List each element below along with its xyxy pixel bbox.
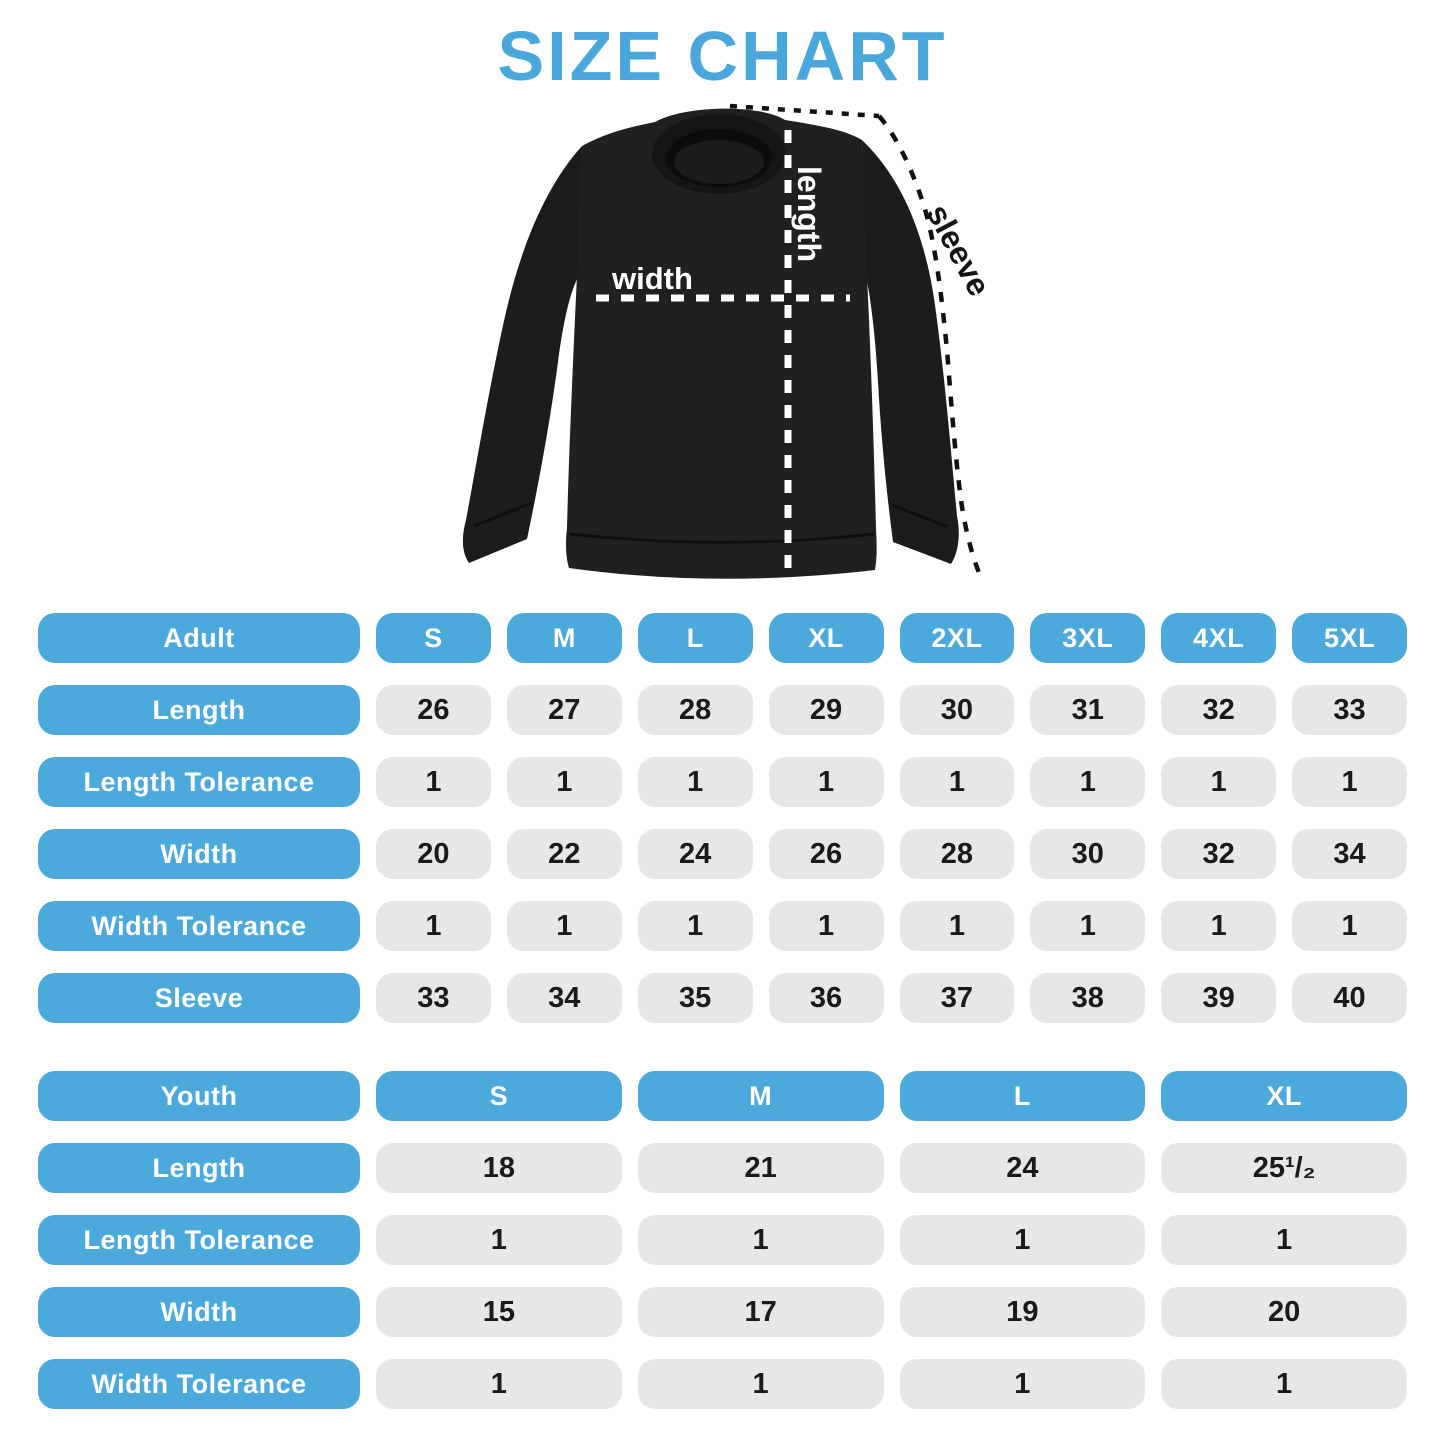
size-pill: M xyxy=(637,1071,884,1121)
value-pill: 17 xyxy=(637,1287,884,1337)
value-pill: 26 xyxy=(768,829,884,879)
value-pill: 1 xyxy=(1161,1215,1407,1265)
value-pill: 20 xyxy=(1161,1287,1407,1337)
value-pill: 1 xyxy=(1161,901,1277,951)
row-label-pill: Width xyxy=(38,1287,360,1337)
page-title: SIZE CHART xyxy=(497,17,948,95)
size-pill: 4XL xyxy=(1161,613,1277,663)
size-pill: 5XL xyxy=(1292,613,1407,663)
value-pill: 1 xyxy=(1030,757,1146,807)
value-pill: 20 xyxy=(376,829,491,879)
size-pill: M xyxy=(506,613,622,663)
value-pill: 36 xyxy=(768,973,884,1023)
youth-size-table: Youth S M L XL Length 18 21 24 25¹/₂ Len… xyxy=(38,1071,1407,1409)
right-cuff-seam xyxy=(891,503,949,529)
value-pill: 1 xyxy=(376,1215,622,1265)
row-label-pill: Sleeve xyxy=(38,973,360,1023)
value-pill: 15 xyxy=(376,1287,622,1337)
size-pill: 3XL xyxy=(1030,613,1146,663)
row-label-pill: Length xyxy=(38,685,360,735)
left-cuff-seam xyxy=(473,501,532,528)
value-pill: 24 xyxy=(899,1143,1146,1193)
value-pill: 1 xyxy=(506,757,622,807)
value-pill: 1 xyxy=(1030,901,1146,951)
size-pill: L xyxy=(899,1071,1146,1121)
row-label-pill: Length Tolerance xyxy=(38,757,360,807)
value-pill: 27 xyxy=(506,685,622,735)
hem-seam xyxy=(568,532,875,544)
value-pill: 33 xyxy=(1292,685,1407,735)
adult-table-title: Adult xyxy=(38,613,360,663)
size-tables: Adult S M L XL 2XL 3XL 4XL 5XL Length 26… xyxy=(38,613,1407,1409)
size-pill: XL xyxy=(1161,1071,1407,1121)
value-pill: 29 xyxy=(768,685,884,735)
value-pill: 21 xyxy=(637,1143,884,1193)
row-label-pill: Length xyxy=(38,1143,360,1193)
value-pill: 1 xyxy=(1292,901,1407,951)
row-label-pill: Width Tolerance xyxy=(38,901,360,951)
value-pill: 38 xyxy=(1030,973,1146,1023)
value-pill: 1 xyxy=(376,757,491,807)
size-pill: S xyxy=(376,1071,622,1121)
sweatshirt-right-sleeve xyxy=(862,140,959,564)
value-pill: 28 xyxy=(637,685,753,735)
value-pill: 1 xyxy=(637,1215,884,1265)
value-pill: 30 xyxy=(1030,829,1146,879)
value-pill: 1 xyxy=(376,901,491,951)
value-pill: 1 xyxy=(637,1359,884,1409)
value-pill: 39 xyxy=(1161,973,1277,1023)
value-pill: 1 xyxy=(1161,757,1277,807)
sweatshirt-left-sleeve xyxy=(462,146,582,563)
value-pill: 22 xyxy=(506,829,622,879)
row-label-pill: Width Tolerance xyxy=(38,1359,360,1409)
row-label-pill: Width xyxy=(38,829,360,879)
sweatshirt-measurement-diagram: width length sleeve xyxy=(430,90,1050,600)
value-pill: 24 xyxy=(637,829,753,879)
value-pill: 37 xyxy=(899,973,1015,1023)
size-pill: S xyxy=(376,613,491,663)
value-pill: 1 xyxy=(768,901,884,951)
value-pill: 31 xyxy=(1030,685,1146,735)
value-pill: 1 xyxy=(899,757,1015,807)
value-pill: 1 xyxy=(899,1215,1146,1265)
value-pill: 1 xyxy=(899,901,1015,951)
size-pill: XL xyxy=(768,613,884,663)
size-pill: L xyxy=(637,613,753,663)
value-pill: 40 xyxy=(1292,973,1407,1023)
value-pill: 28 xyxy=(899,829,1015,879)
value-pill: 18 xyxy=(376,1143,622,1193)
value-pill: 1 xyxy=(506,901,622,951)
value-pill: 34 xyxy=(1292,829,1407,879)
value-pill: 1 xyxy=(376,1359,622,1409)
value-pill: 25¹/₂ xyxy=(1161,1143,1407,1193)
row-label-pill: Length Tolerance xyxy=(38,1215,360,1265)
value-pill: 32 xyxy=(1161,829,1277,879)
sweatshirt-body xyxy=(565,108,877,579)
value-pill: 30 xyxy=(899,685,1015,735)
value-pill: 32 xyxy=(1161,685,1277,735)
value-pill: 35 xyxy=(637,973,753,1023)
value-pill: 1 xyxy=(1292,757,1407,807)
value-pill: 34 xyxy=(506,973,622,1023)
width-label: width xyxy=(611,261,693,296)
sweatshirt-illustration: width length sleeve xyxy=(462,103,998,596)
adult-size-table: Adult S M L XL 2XL 3XL 4XL 5XL Length 26… xyxy=(38,613,1407,1023)
youth-table-title: Youth xyxy=(38,1071,360,1121)
value-pill: 26 xyxy=(376,685,491,735)
collar-back xyxy=(674,140,764,184)
value-pill: 1 xyxy=(768,757,884,807)
value-pill: 1 xyxy=(637,757,753,807)
size-pill: 2XL xyxy=(899,613,1015,663)
value-pill: 1 xyxy=(899,1359,1146,1409)
value-pill: 19 xyxy=(899,1287,1146,1337)
value-pill: 1 xyxy=(1161,1359,1407,1409)
value-pill: 33 xyxy=(376,973,491,1023)
value-pill: 1 xyxy=(637,901,753,951)
length-label: length xyxy=(791,166,827,262)
